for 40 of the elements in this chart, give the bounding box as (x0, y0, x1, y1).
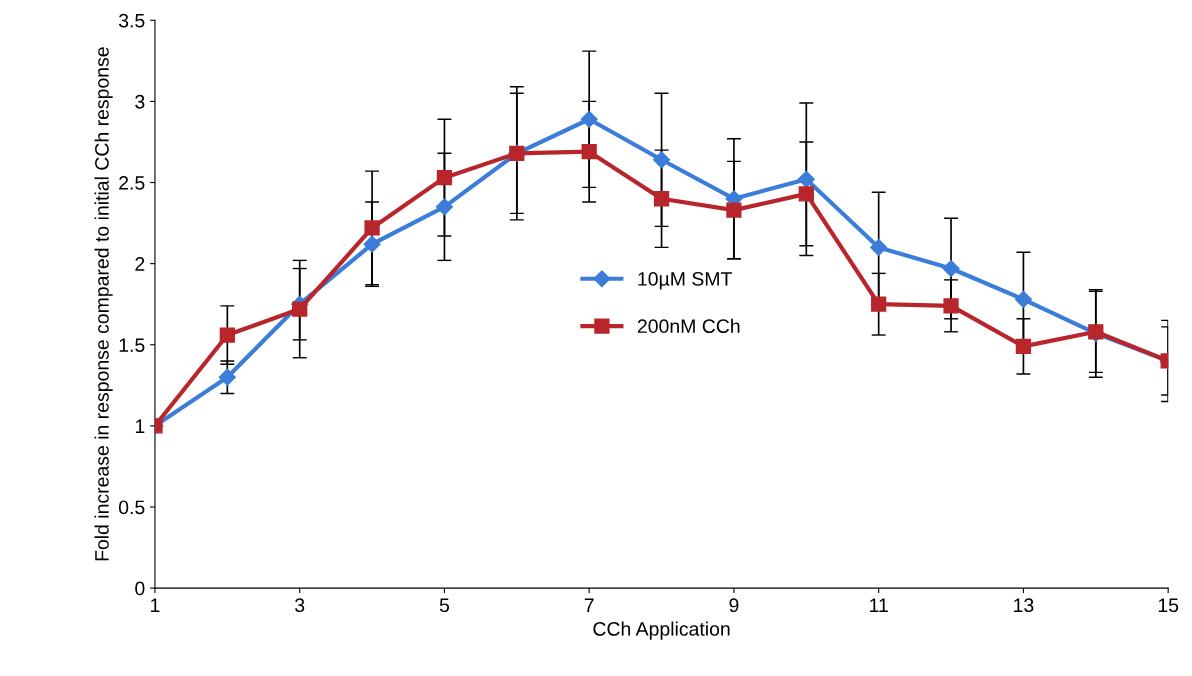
point (1015, 338, 1032, 355)
point (653, 151, 671, 169)
x-axis-title: CCh Application (593, 621, 730, 640)
x-tick-label: 5 (439, 598, 450, 613)
point (797, 170, 815, 188)
y-tick-label: 3 (135, 94, 145, 109)
point (726, 202, 742, 218)
point (218, 368, 236, 386)
point (581, 144, 597, 160)
point (1014, 290, 1032, 308)
y-tick-label: 1.5 (119, 338, 145, 352)
point (870, 238, 888, 256)
legend-label: 200nM CCh (637, 318, 740, 334)
point (292, 301, 308, 317)
point (435, 198, 453, 216)
y-axis-title: Fold increase in response compared to initial CCh response (94, 47, 113, 561)
y-tick-label: 2 (135, 257, 145, 271)
x-tick-label: 15 (1158, 598, 1179, 613)
y-tick-label: 0.5 (118, 500, 145, 515)
point (653, 191, 670, 207)
point (364, 220, 380, 236)
x-tick-label: 1 (151, 598, 160, 612)
point (943, 298, 959, 314)
point (436, 170, 453, 186)
x-tick-label: 11 (870, 598, 888, 612)
point (219, 327, 235, 343)
point (580, 110, 598, 128)
x-tick-label: 13 (1014, 598, 1034, 613)
y-tick-label: 1 (135, 419, 145, 433)
y-tick-label: 0 (135, 581, 145, 596)
legend-label: 10µM SMT (638, 272, 732, 290)
point (942, 259, 960, 278)
x-tick-label: 7 (584, 598, 594, 612)
y-tick-label: 2.5 (119, 175, 145, 190)
x-tick-label: 9 (729, 598, 739, 613)
point (798, 186, 814, 202)
point (363, 235, 381, 253)
y-tick-label: 3.5 (118, 13, 145, 28)
x-tick-label: 3 (295, 598, 305, 613)
point (871, 296, 887, 312)
